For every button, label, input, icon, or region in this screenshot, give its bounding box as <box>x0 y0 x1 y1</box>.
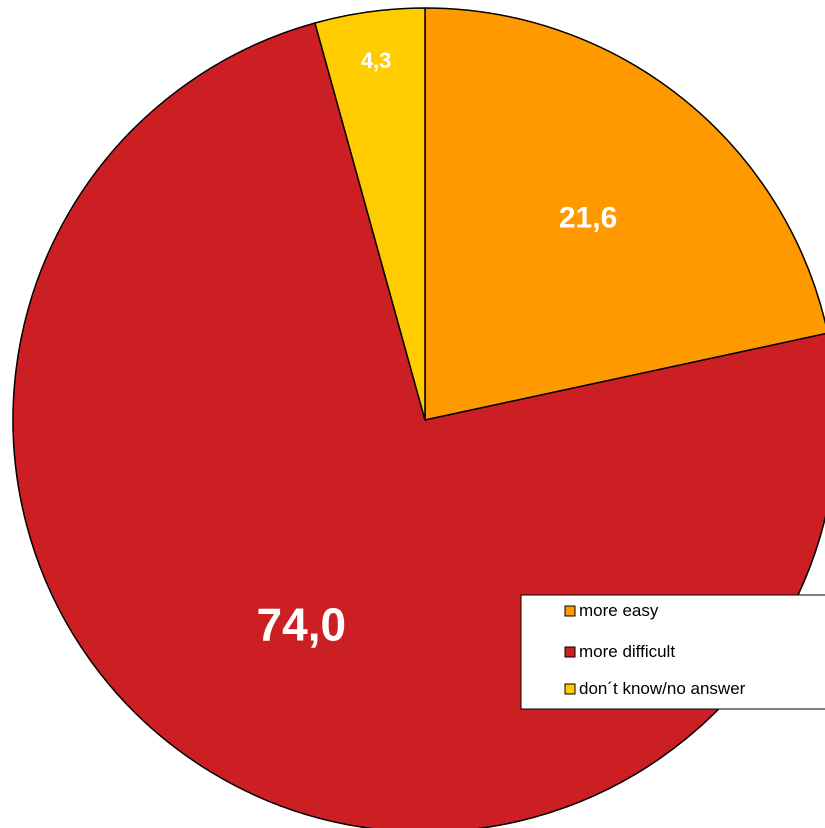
legend-label-more-difficult: more difficult <box>579 642 675 661</box>
data-label-more-easy: 21,6 <box>559 202 617 235</box>
legend-label-more-easy: more easy <box>579 601 659 620</box>
pie-data-labels: 21,6 74,0 4,3 <box>257 48 618 650</box>
slice-dont-know <box>314 7 426 421</box>
legend-label-dont-know: don´t know/no answer <box>579 679 746 698</box>
legend-swatch-dont-know <box>564 683 576 695</box>
data-label-dont-know: 4,3 <box>361 48 392 73</box>
slice-more-easy <box>424 7 825 421</box>
legend: more easy more difficult don´t know/no a… <box>520 594 825 710</box>
legend-swatch-more-difficult <box>564 646 576 658</box>
legend-swatch-more-easy <box>564 605 576 617</box>
data-label-more-difficult: 74,0 <box>257 598 347 650</box>
